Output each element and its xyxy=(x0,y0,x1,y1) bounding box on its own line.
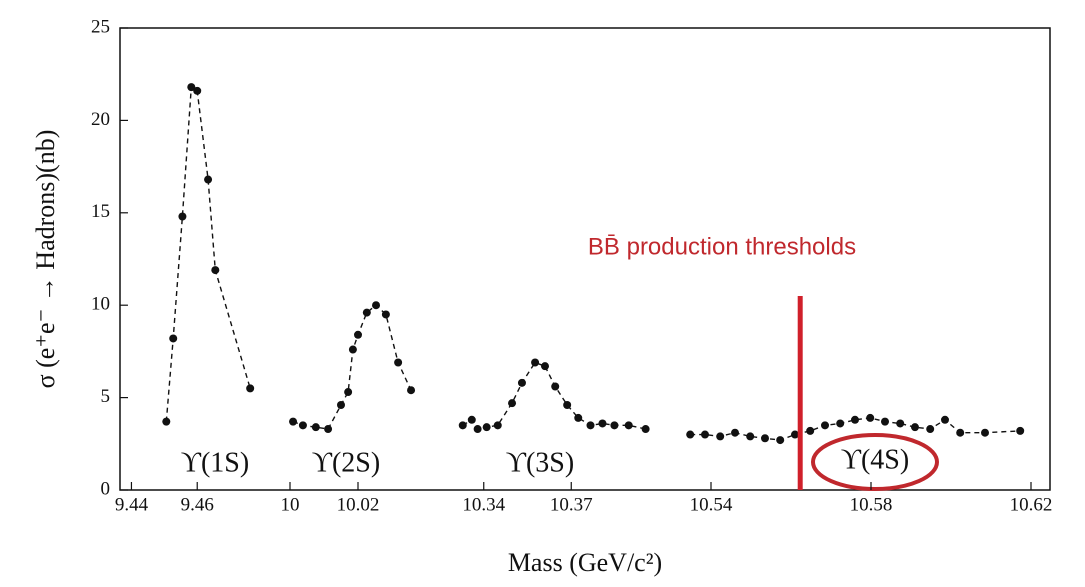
data-point xyxy=(551,382,560,391)
data-point xyxy=(187,83,196,92)
data-point xyxy=(541,362,549,371)
peak-label: ϒ(4S) xyxy=(841,444,909,475)
data-point xyxy=(866,413,875,422)
data-point xyxy=(716,432,725,441)
data-point xyxy=(911,423,919,432)
y-tick-label: 25 xyxy=(91,16,110,37)
data-point xyxy=(178,212,187,221)
y-axis-title: σ (e⁺e⁻ → Hadrons)(nb) xyxy=(31,130,60,389)
data-point xyxy=(836,419,845,428)
data-point xyxy=(344,388,353,397)
data-point xyxy=(956,428,965,437)
peak-label: ϒ(1S) xyxy=(181,447,249,478)
x-tick-label: 9.46 xyxy=(181,494,214,515)
plot-frame xyxy=(119,27,1051,491)
y-tick-label: 10 xyxy=(91,294,110,315)
peak-label: ϒ(3S) xyxy=(506,447,574,478)
data-point xyxy=(482,423,491,432)
y-tick-label: 0 xyxy=(101,478,111,499)
data-point xyxy=(311,423,320,432)
data-point xyxy=(731,428,739,437)
x-tick-label: 10.02 xyxy=(337,494,380,515)
x-tick-label: 10 xyxy=(281,494,300,515)
data-point xyxy=(586,421,595,430)
data-point xyxy=(394,358,403,367)
data-point xyxy=(806,426,815,435)
threshold-label: BB̄ production thresholds xyxy=(588,233,856,260)
data-point xyxy=(473,425,482,434)
data-point xyxy=(1016,426,1025,435)
data-point xyxy=(372,301,381,310)
data-point xyxy=(348,345,357,354)
x-tick-label: 10.62 xyxy=(1010,494,1053,515)
x-axis-title: Mass (GeV/c²) xyxy=(508,548,662,577)
data-point xyxy=(193,86,202,95)
data-point xyxy=(211,266,220,275)
highlight-ellipse xyxy=(811,433,939,491)
data-point xyxy=(354,330,362,339)
data-point xyxy=(337,400,345,409)
data-point xyxy=(381,310,390,319)
x-tick-label: 10.58 xyxy=(850,494,893,515)
data-point xyxy=(791,430,799,439)
data-point xyxy=(204,175,213,184)
x-tick-label: 9.44 xyxy=(115,494,149,515)
y-tick-label: 5 xyxy=(101,386,111,407)
y-tick-label: 20 xyxy=(91,109,110,130)
data-point xyxy=(821,421,829,430)
data-point xyxy=(746,432,755,441)
y-tick-label: 15 xyxy=(91,201,110,222)
data-point xyxy=(246,384,255,393)
x-tick-label: 10.37 xyxy=(550,494,593,515)
data-point xyxy=(610,421,619,430)
data-point xyxy=(686,430,695,439)
data-point xyxy=(941,415,949,424)
data-point xyxy=(701,430,709,439)
data-point xyxy=(926,425,935,434)
fit-line xyxy=(292,304,412,430)
x-tick-label: 10.54 xyxy=(690,494,733,515)
data-point xyxy=(162,417,171,426)
x-tick-label: 10.34 xyxy=(462,494,505,515)
data-point xyxy=(761,434,769,443)
data-point xyxy=(298,421,307,430)
fit-line xyxy=(462,361,646,430)
data-point xyxy=(574,413,583,422)
data-point xyxy=(169,334,178,343)
data-point xyxy=(881,417,889,426)
data-point xyxy=(467,415,476,424)
data-point xyxy=(493,421,502,430)
data-point xyxy=(563,400,572,409)
data-point xyxy=(458,421,467,430)
data-point xyxy=(896,419,905,428)
data-point xyxy=(981,428,989,437)
data-point xyxy=(531,358,540,367)
data-point xyxy=(324,425,333,434)
data-point xyxy=(776,436,785,445)
data-point xyxy=(641,425,650,434)
fit-line xyxy=(165,85,251,422)
data-point xyxy=(851,415,859,424)
data-point xyxy=(407,386,416,395)
data-point xyxy=(598,419,607,428)
data-point xyxy=(517,378,526,387)
data-point xyxy=(508,399,517,408)
peak-label: ϒ(2S) xyxy=(312,447,380,478)
data-point xyxy=(362,308,371,317)
data-point xyxy=(289,417,298,426)
data-point xyxy=(624,421,633,430)
